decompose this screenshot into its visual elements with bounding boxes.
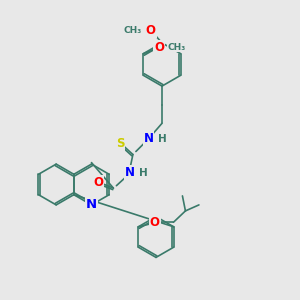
Text: H: H: [140, 167, 148, 178]
Text: O: O: [154, 40, 164, 54]
Text: N: N: [143, 132, 154, 146]
Text: N: N: [125, 166, 135, 179]
Text: O: O: [146, 24, 156, 37]
Text: CH₃: CH₃: [167, 43, 185, 52]
Text: O: O: [93, 176, 103, 189]
Text: O: O: [150, 216, 160, 229]
Text: CH₃: CH₃: [124, 26, 142, 35]
Text: N: N: [86, 198, 97, 212]
Text: S: S: [116, 136, 124, 150]
Text: H: H: [158, 134, 167, 144]
